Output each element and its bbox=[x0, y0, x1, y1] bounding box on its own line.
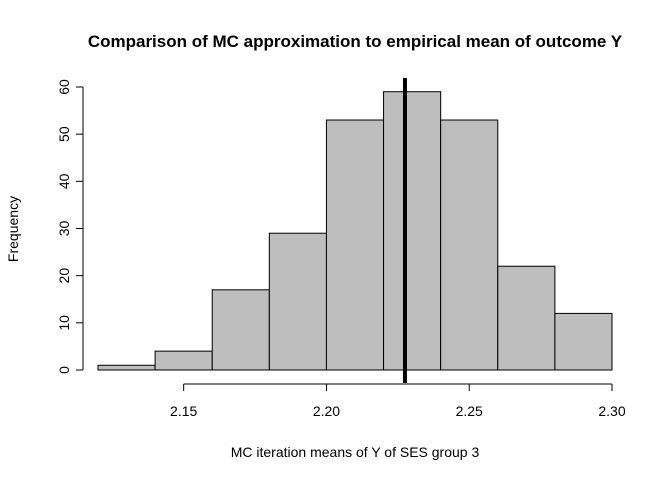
x-tick-label: 2.30 bbox=[598, 403, 625, 419]
histogram-bar-8 bbox=[497, 265, 556, 371]
histogram-bar-7 bbox=[440, 119, 499, 371]
histogram-bar-4 bbox=[268, 232, 327, 371]
histogram-bar-6 bbox=[383, 91, 442, 371]
y-axis: 0 10 20 30 40 50 60 bbox=[56, 79, 84, 374]
y-tick-label: 0 bbox=[56, 366, 72, 374]
x-axis-label: MC iteration means of Y of SES group 3 bbox=[231, 444, 480, 460]
histogram-bar-1 bbox=[97, 364, 156, 371]
y-tick-label: 10 bbox=[56, 315, 72, 331]
histogram-bar-5 bbox=[325, 119, 385, 371]
histogram-bar-3 bbox=[211, 289, 270, 371]
x-axis: 2.15 2.20 2.25 2.30 bbox=[170, 383, 626, 419]
histogram-bar-9 bbox=[554, 312, 613, 371]
histogram-bars bbox=[97, 91, 613, 371]
y-tick-label: 30 bbox=[56, 221, 72, 237]
x-tick-label: 2.25 bbox=[456, 403, 483, 419]
chart-title: Comparison of MC approximation to empiri… bbox=[88, 32, 623, 51]
y-tick-label: 50 bbox=[56, 126, 72, 142]
histogram-bar-2 bbox=[154, 350, 213, 371]
y-axis-label: Frequency bbox=[5, 196, 21, 262]
y-tick-label: 20 bbox=[56, 268, 72, 284]
y-tick-label: 60 bbox=[56, 79, 72, 95]
x-tick-label: 2.20 bbox=[313, 403, 340, 419]
x-tick-label: 2.15 bbox=[170, 403, 197, 419]
y-tick-label: 40 bbox=[56, 173, 72, 189]
